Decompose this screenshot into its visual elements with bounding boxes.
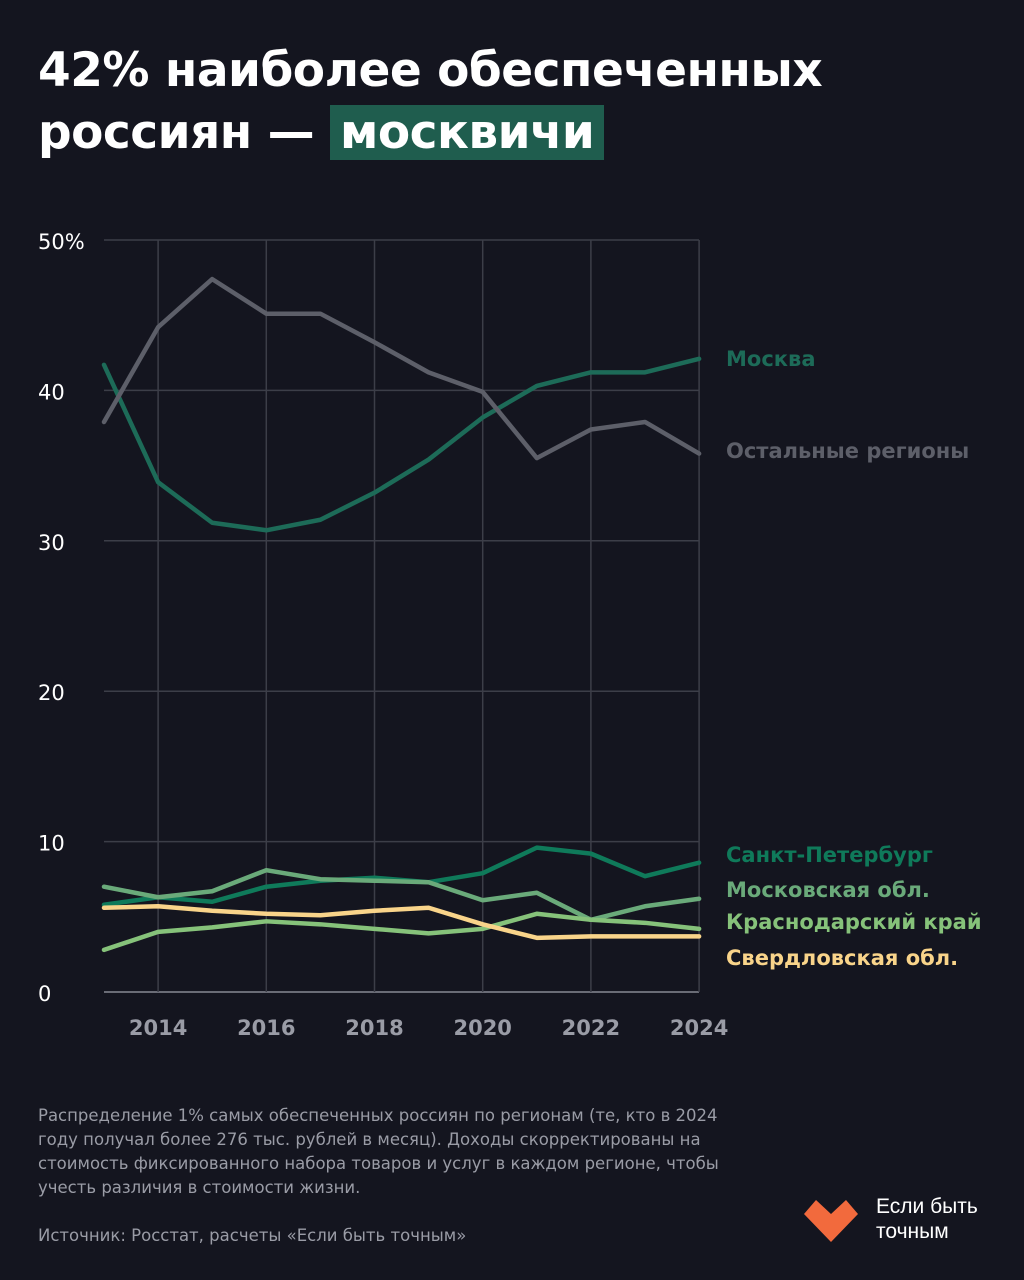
series-label: Краснодарский край — [726, 910, 982, 934]
y-tick-label: 40 — [38, 380, 65, 404]
title-line1: 42% наиболее обеспеченных — [38, 43, 823, 98]
logo-line2: точным — [876, 1220, 949, 1243]
heart-logo-icon — [804, 1200, 858, 1242]
series-line — [101, 911, 702, 953]
title-highlight: москвичи — [329, 105, 605, 160]
series-label: Москва — [726, 347, 816, 371]
y-tick-label: 0 — [38, 982, 51, 1006]
chart-title: 42% наиболее обеспеченных россиян — моск… — [38, 40, 823, 164]
series-line — [101, 356, 702, 533]
chart-note: Распределение 1% самых обеспеченных росс… — [38, 1106, 719, 1197]
series-label: Санкт-Петербург — [726, 843, 933, 867]
y-tick-label: 20 — [38, 681, 65, 705]
x-tick-label: 2022 — [562, 1016, 620, 1040]
series-line — [101, 845, 702, 908]
x-tick-label: 2018 — [345, 1016, 403, 1040]
y-tick-label: 30 — [38, 531, 65, 555]
line-chart: 50% 40 30 20 10 0 2014 2016 2018 2020 2022 2024 Моск… — [38, 230, 982, 1040]
x-tick-label: 2020 — [453, 1016, 511, 1040]
y-tick-label: 50% — [38, 230, 85, 254]
logo: Если быть точным — [800, 1194, 978, 1244]
series-line — [101, 904, 702, 941]
x-tick-label: 2016 — [237, 1016, 295, 1040]
x-tick-label: 2014 — [129, 1016, 187, 1040]
series-label: Остальные регионы — [726, 439, 969, 463]
x-tick-label: 2024 — [670, 1016, 728, 1040]
title-line2: россиян — — [38, 105, 330, 160]
series-label: Свердловская обл. — [726, 946, 958, 970]
series-line — [101, 276, 702, 461]
series-label: Московская обл. — [726, 878, 930, 902]
source: Источник: Росстат, расчеты «Если быть то… — [38, 1226, 467, 1245]
series-line — [101, 867, 702, 923]
y-tick-label: 10 — [38, 832, 65, 856]
logo-line1: Если быть — [876, 1195, 978, 1218]
